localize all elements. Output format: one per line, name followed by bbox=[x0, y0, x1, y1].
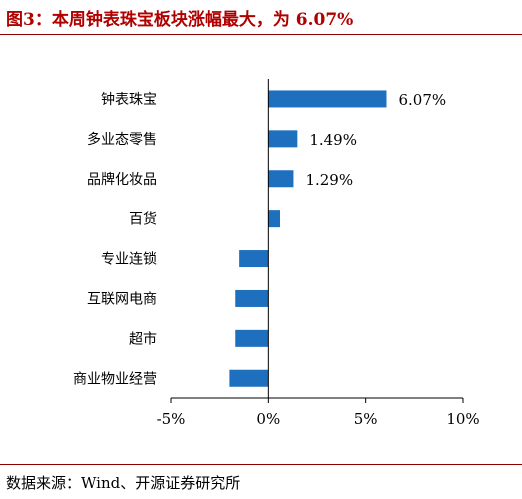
bar-2 bbox=[268, 130, 298, 148]
x-tick-label-1: -5% bbox=[157, 410, 186, 428]
bar-3 bbox=[268, 170, 294, 188]
bar-5 bbox=[239, 250, 269, 268]
data-label-1: 6.07% bbox=[398, 91, 446, 109]
source-note: 数据来源：Wind、开源证券研究所 bbox=[6, 474, 241, 492]
category-label-5: 专业连锁 bbox=[101, 252, 157, 268]
bar-4 bbox=[268, 210, 281, 228]
data-label-2: 1.49% bbox=[309, 131, 357, 149]
bar-6 bbox=[235, 289, 269, 307]
category-label-1: 钟表珠宝 bbox=[101, 91, 157, 108]
chart-title: 图3：本周钟表珠宝板块涨幅最大，为 6.07% bbox=[6, 10, 354, 30]
data-label-3: 1.29% bbox=[305, 171, 353, 189]
category-label-6: 互联网电商 bbox=[87, 291, 157, 307]
x-tick-label-3: 5% bbox=[354, 410, 378, 428]
bar-1 bbox=[268, 90, 387, 108]
category-label-8: 商业物业经营 bbox=[73, 371, 157, 387]
x-tick-label-4: 10% bbox=[446, 410, 479, 428]
title-divider bbox=[0, 34, 522, 35]
category-label-4: 百货 bbox=[129, 211, 157, 228]
category-label-3: 品牌化妆品 bbox=[87, 171, 157, 188]
x-tick-label-2: 0% bbox=[256, 410, 280, 428]
category-label-7: 超市 bbox=[129, 330, 157, 347]
bar-7 bbox=[235, 329, 269, 347]
footer-divider bbox=[0, 464, 522, 465]
category-label-2: 多业态零售 bbox=[87, 131, 157, 148]
bar-8 bbox=[229, 369, 269, 387]
